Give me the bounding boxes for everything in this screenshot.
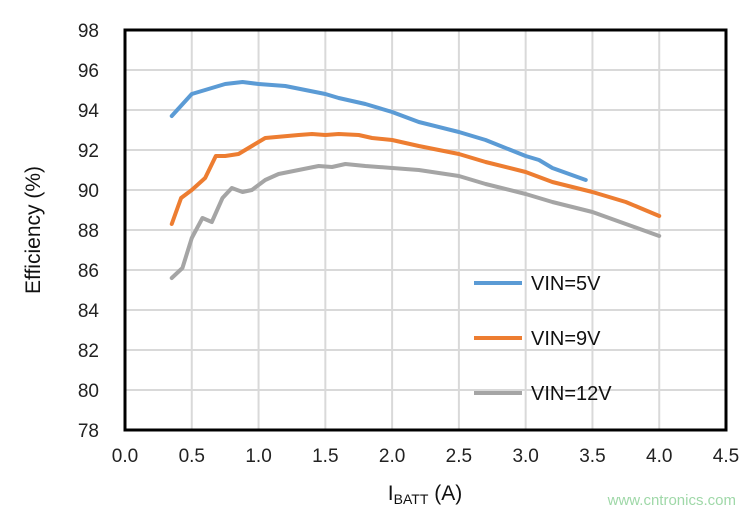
x-axis-label: IBATT (A) <box>388 482 462 507</box>
y-tick-label: 86 <box>78 261 99 282</box>
y-tick-label: 82 <box>78 341 99 362</box>
x-tick-label: 0.0 <box>112 446 138 467</box>
x-tick-label: 3.5 <box>579 446 605 467</box>
x-tick-label: 1.0 <box>245 446 271 467</box>
series-line-vin-12v <box>169 162 662 280</box>
x-tick-label: 4.0 <box>646 446 672 467</box>
x-tick-label: 1.5 <box>312 446 338 467</box>
series-line-vin-9v <box>169 132 662 226</box>
legend-label: VIN=5V <box>531 273 601 295</box>
y-tick-label: 80 <box>78 381 99 402</box>
watermark: www.cntronics.com <box>607 492 736 509</box>
y-tick-label: 98 <box>78 21 99 42</box>
y-axis-label: Efficiency (%) <box>22 166 45 294</box>
legend-label: VIN=12V <box>531 383 612 405</box>
y-tick-label: 92 <box>78 141 99 162</box>
series-line-vin-5v <box>169 80 588 182</box>
legend-label: VIN=9V <box>531 328 601 350</box>
plot-border <box>123 28 728 432</box>
y-tick-label: 96 <box>78 61 99 82</box>
x-tick-label: 4.5 <box>713 446 739 467</box>
y-tick-label: 90 <box>78 181 99 202</box>
y-tick-label: 88 <box>78 221 99 242</box>
y-tick-label: 78 <box>78 421 99 442</box>
y-tick-label: 84 <box>78 301 100 322</box>
x-tick-label: 3.0 <box>512 446 538 467</box>
y-tick-label: 94 <box>78 101 100 122</box>
x-tick-label: 2.5 <box>446 446 472 467</box>
x-tick-label: 0.5 <box>179 446 205 467</box>
x-tick-label: 2.0 <box>379 446 405 467</box>
